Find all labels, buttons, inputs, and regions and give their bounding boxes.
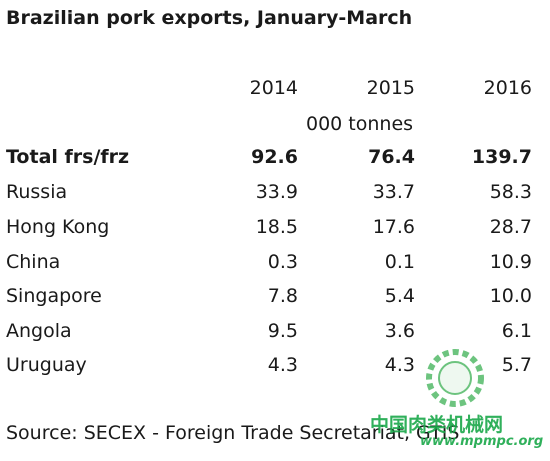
cell: 0.3 — [267, 251, 298, 273]
cell: 10.9 — [489, 251, 532, 273]
row-label: Russia — [6, 181, 68, 203]
cell: 10.0 — [489, 285, 532, 307]
cell: 92.6 — [251, 146, 298, 168]
cell: 7.8 — [267, 285, 298, 307]
column-header: 2014 — [249, 77, 298, 99]
column-header: 2015 — [366, 77, 415, 99]
title: Brazilian pork exports, January-March — [6, 7, 413, 29]
cell: 33.9 — [255, 181, 298, 203]
cell: 0.1 — [384, 251, 415, 273]
cell: 3.6 — [384, 320, 415, 342]
row-label: Singapore — [6, 285, 102, 307]
cell: 5.7 — [501, 354, 532, 376]
cell: 4.3 — [384, 354, 415, 376]
row-label: Angola — [6, 320, 72, 342]
cell: 5.4 — [384, 285, 415, 307]
cell: 28.7 — [489, 216, 532, 238]
cell: 17.6 — [372, 216, 415, 238]
cell: 9.5 — [267, 320, 298, 342]
watermark-url: www.mpmpc.org — [420, 434, 544, 449]
column-header: 2016 — [483, 77, 532, 99]
watermark-text: 中国肉类机械网 — [370, 414, 504, 436]
row-label: China — [6, 251, 61, 273]
cell: 4.3 — [267, 354, 298, 376]
cell: 76.4 — [368, 146, 415, 168]
row-label: Uruguay — [6, 354, 87, 376]
row-label: Hong Kong — [6, 216, 110, 238]
cell: 6.1 — [501, 320, 532, 342]
source-note: Source: SECEX - Foreign Trade Secretaria… — [6, 422, 460, 444]
unit-label: 000 tonnes — [306, 113, 414, 135]
cell: 33.7 — [372, 181, 415, 203]
cell: 58.3 — [489, 181, 532, 203]
cell: 139.7 — [471, 146, 532, 168]
cell: 18.5 — [255, 216, 298, 238]
row-label: Total frs/frz — [6, 146, 130, 168]
